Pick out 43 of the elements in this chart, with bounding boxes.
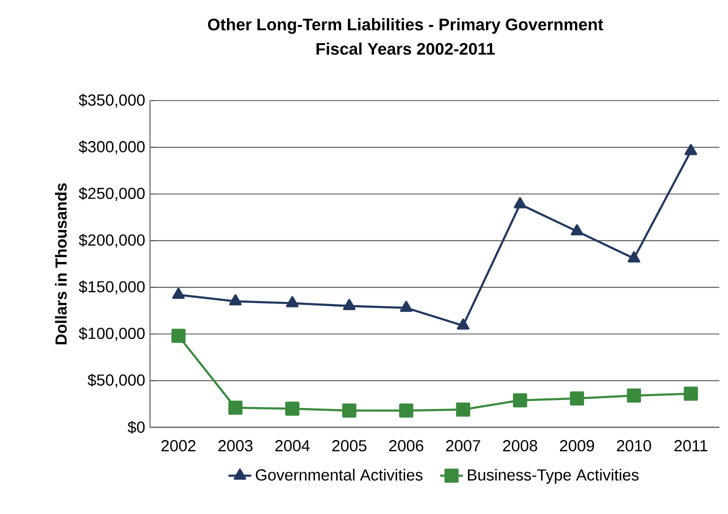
point [400,300,412,312]
legend-label: Business-Type Activities [468,468,639,484]
point [456,402,470,417]
point [628,251,640,262]
point [172,288,185,299]
point [343,298,356,310]
y-tick-label: $200,000 [78,234,145,248]
point [684,386,698,401]
x-tick-label: 2002 [161,440,196,452]
y-tick-label: $150,000 [78,280,145,294]
point [229,294,242,306]
y-tick-label: $350,000 [78,94,145,108]
y-tick-label: $50,000 [88,374,145,388]
chart-title: Other Long-Term Liabilities - Primary Government [208,18,604,34]
point [514,197,526,208]
legend-label: Governmental Activities [256,468,423,481]
chart-subtitle: Fiscal Years 2002-2011 [316,42,495,55]
x-tick-label: 2005 [332,440,366,452]
point [570,391,584,406]
x-tick-label: 2006 [389,440,424,452]
x-tick-label: 2011 [674,440,708,452]
point [513,393,528,408]
x-tick-label: 2003 [218,440,252,452]
y-tick-label: $250,000 [78,187,145,201]
point [570,224,584,236]
x-tick-label: 2007 [446,440,480,452]
y-tick-label: $300,000 [78,140,145,154]
point [285,402,300,416]
x-tick-label: 2009 [560,440,594,452]
point [171,328,186,343]
point [456,318,470,330]
point [684,144,698,156]
y-tick-label: $0 [128,420,145,434]
x-tick-label: 2008 [503,440,538,452]
x-tick-label: 2004 [275,440,310,452]
y-axis-title: Dollars in Thousands [54,183,67,344]
point [228,400,242,415]
point [286,296,299,308]
point [399,403,414,418]
x-tick-label: 2010 [616,440,652,452]
point [626,388,642,403]
point [342,403,356,418]
y-tick-label: $100,000 [78,327,145,341]
